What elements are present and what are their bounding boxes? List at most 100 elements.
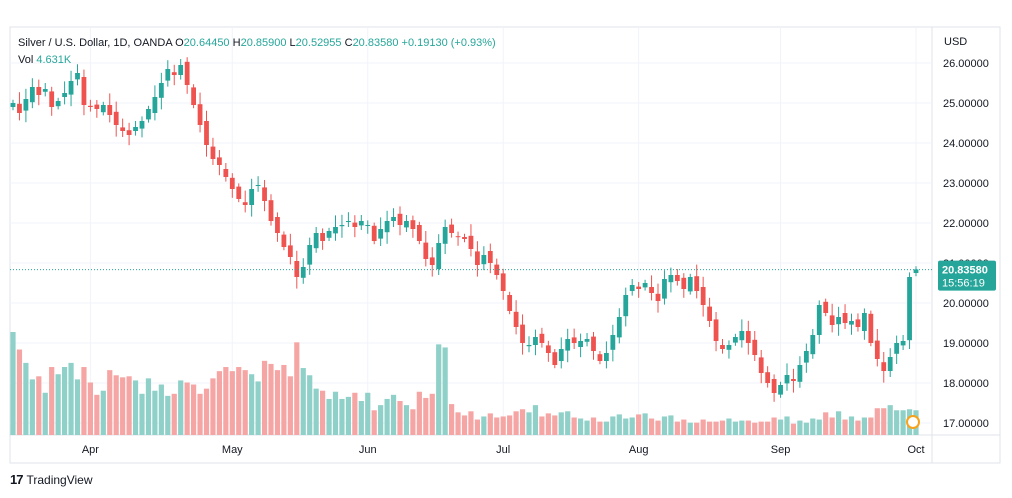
low-label: L (289, 37, 296, 49)
volume-bar (900, 410, 906, 435)
candle-body (378, 229, 384, 239)
time-axis[interactable]: Apr May Jun Jul Aug Sep Oct (82, 444, 925, 456)
volume-bar (868, 417, 874, 435)
candle-body (49, 91, 55, 107)
volume-bar (823, 412, 829, 435)
candle-body (384, 221, 390, 233)
volume-bar (500, 416, 506, 435)
symbol-title[interactable]: Silver / U.S. Dollar, 1D, OANDA (18, 37, 173, 49)
candle-body (571, 337, 577, 343)
volume-bar (861, 417, 867, 435)
volume-bar (687, 422, 693, 435)
volume-bar (713, 421, 719, 435)
candle-body (404, 221, 409, 228)
volume-bar (371, 410, 377, 435)
ohlc-line: Silver / U.S. Dollar, 1D, OANDA O20.6445… (18, 35, 496, 52)
candle-body (191, 87, 196, 105)
volume-bar (294, 342, 300, 435)
volume-bar (236, 367, 242, 435)
volume-bar (287, 376, 293, 435)
candle-body (165, 69, 171, 81)
volume-bar (158, 384, 164, 435)
volume-bar (23, 362, 29, 435)
volume-bar (797, 420, 803, 435)
volume-bar (590, 417, 597, 435)
volume-bar (261, 360, 268, 435)
candle-body (752, 339, 758, 355)
volume-bar (274, 370, 281, 435)
volume-bar (74, 379, 81, 435)
candle-body (700, 287, 706, 305)
candle-body (475, 251, 480, 265)
candle-body (223, 169, 229, 177)
candle-body (158, 83, 164, 98)
candle-body (584, 339, 590, 342)
candle-body (410, 220, 416, 229)
candle-body (533, 337, 538, 345)
candle-body (623, 295, 629, 317)
candle-body (242, 202, 248, 205)
volume-bar (623, 418, 629, 435)
volume-bar (765, 421, 771, 435)
candle-body (797, 365, 803, 382)
y-tick-label: 20.00000 (943, 298, 989, 310)
candle-body (197, 104, 203, 125)
volume-bar (642, 413, 648, 435)
tradingview-brand[interactable]: 17 TradingView (10, 472, 93, 487)
high-value: 20.85900 (240, 37, 287, 49)
volume-bar (36, 376, 42, 435)
chart-frame (9, 26, 1001, 464)
candle-body (68, 81, 74, 95)
candles (10, 57, 932, 429)
volume-bar (855, 420, 861, 435)
volume-bar (249, 374, 255, 435)
price-badge-bg (938, 260, 996, 291)
volume-bar (49, 367, 55, 435)
volume-bar (681, 419, 687, 435)
volume-bar (255, 381, 261, 435)
volume-bar (745, 420, 751, 435)
price-axis[interactable]: 26.00000 25.00000 24.00000 23.00000 22.00000… (938, 58, 996, 430)
volume-bar (552, 415, 558, 435)
volume-bar (507, 415, 513, 435)
volume-bar (461, 415, 468, 435)
candle-body (604, 353, 609, 361)
volume-bar (300, 368, 306, 435)
candle-body (616, 317, 622, 338)
volume-bar (120, 377, 126, 435)
candle-body (307, 245, 313, 265)
candle-body (462, 237, 467, 239)
volume-bar (107, 370, 113, 435)
volume-bar (55, 374, 61, 435)
volume-bar (113, 375, 119, 435)
candle-body (539, 333, 545, 343)
volume-bar (881, 408, 887, 435)
volume-bar (784, 416, 790, 435)
candle-body (610, 335, 616, 350)
event-marker-icon[interactable] (906, 415, 920, 429)
open-label: O (175, 37, 184, 49)
volume-bar (42, 392, 48, 435)
candle-body (513, 311, 519, 327)
volume-bar (126, 376, 132, 435)
candle-body (262, 187, 267, 201)
volume-bar (358, 401, 364, 435)
volume-bar (790, 423, 797, 435)
y-tick-label: 26.00000 (943, 58, 989, 70)
candle-body (887, 357, 893, 371)
volume-bar (571, 417, 577, 435)
volume-bar (132, 380, 139, 435)
candle-body (423, 242, 429, 259)
volume-bar (726, 418, 732, 435)
volume-bar (732, 421, 738, 435)
volume-bar (145, 378, 152, 435)
candle-body (520, 324, 525, 343)
volume-bar (810, 418, 816, 435)
y-tick-label: 17.00000 (943, 418, 989, 430)
candle-body (591, 336, 596, 351)
candle-body (874, 340, 880, 359)
candle-body (333, 227, 338, 234)
candle-body (713, 319, 719, 341)
